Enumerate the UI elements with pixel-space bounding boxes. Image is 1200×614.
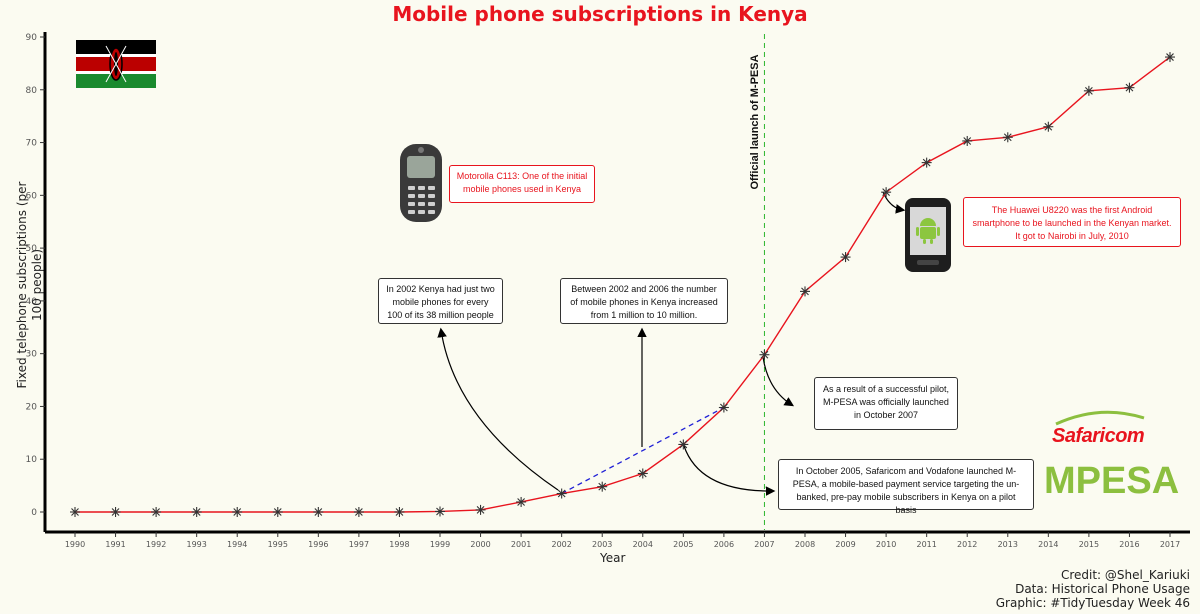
data-point [921,157,932,168]
safaricom-swoosh-icon [1055,410,1145,426]
x-tick-label: 1999 [430,540,450,549]
data-point [556,488,567,499]
data-point [1124,82,1135,93]
x-tick-label: 1998 [389,540,409,549]
data-point [800,286,810,297]
motorola-phone-icon [400,144,442,222]
credit-data-source: Data: Historical Phone Usage [1015,582,1190,596]
kenya-flag-icon [76,40,156,88]
x-axis-label: Year [600,551,626,565]
axes: 0 10 20 30 40 50 60 70 80 90 1990 1991 1992 1993 1994 1… [26,32,1190,549]
data-point [1002,132,1013,143]
data-point [1165,52,1175,63]
data-point [840,252,851,263]
x-tick-label: 1990 [65,540,85,549]
y-tick-label: 0 [31,508,37,518]
x-tick-label: 2015 [1079,540,1099,549]
x-tick-label: 2013 [998,540,1018,549]
y-tick-label: 90 [26,33,38,43]
data-point [597,481,608,492]
data-point [718,402,729,413]
y-tick-label: 10 [26,455,38,465]
y-tick-label: 40 [26,297,38,307]
x-tick-label: 2008 [795,540,815,549]
chart-title: Mobile phone subscriptions in Kenya [392,2,808,26]
data-point [759,349,770,360]
data-point [313,507,324,517]
x-tick-label: 2006 [714,540,734,549]
y-axis-label: Fixed telephone subscriptions (per 100 p… [15,181,44,389]
data-point [70,507,80,517]
safaricom-logo: Safaricom [1052,425,1145,447]
x-tick-label: 2002 [551,540,571,549]
mpesa-logo: MPESA [1044,460,1180,502]
x-tick-label: 2005 [673,540,693,549]
y-tick-label: 30 [26,350,38,360]
annotation-safaricom-vodafone: In October 2005, Safaricom and Vodafone … [778,459,1034,515]
annotation-2002-2006: Between 2002 and 2006 the number of mobi… [560,278,728,324]
y-tick-label: 80 [26,86,38,96]
x-tick-label: 1996 [308,540,328,549]
series-line [75,56,1171,513]
arrow-2002 [437,327,559,491]
data-point [232,507,243,517]
series [70,52,1175,517]
x-tick-label: 1993 [186,540,206,549]
annotation-mpesa-pilot: As a result of a successful pilot, M-PES… [814,377,958,430]
y-tick-label: 50 [26,244,38,254]
arrow-mpesa-pilot [762,356,795,407]
data-point [353,507,364,517]
x-tick-label: 1992 [146,540,166,549]
android-phone-icon [905,198,951,272]
x-tick-label: 2000 [470,540,490,549]
x-tick-label: 2012 [957,540,977,549]
data-point [191,507,202,517]
data-point [1043,121,1054,132]
data-point [637,468,648,479]
annotation-huawei: The Huawei U8220 was the first Android s… [963,197,1181,247]
annotation-arrows [437,191,906,496]
data-point [435,506,445,517]
x-tick-label: 2004 [633,540,653,549]
data-point [151,507,162,517]
data-point [962,135,973,146]
x-tick-label: 1995 [268,540,288,549]
arrow-safaricom-vodafone [683,445,776,496]
annotation-2002: In 2002 Kenya had just two mobile phones… [378,278,503,324]
y-tick-label: 20 [26,402,38,412]
data-point [678,439,689,450]
credit-graphic: Graphic: #TidyTuesday Week 46 [995,596,1190,610]
x-tick-label: 1991 [105,540,125,549]
data-point [475,504,486,515]
x-tick-label: 2001 [511,540,531,549]
x-tick-label: 2010 [876,540,896,549]
y-tick-label: 70 [26,139,38,149]
annotation-motorola: Motorolla C113: One of the initial mobil… [449,165,595,203]
data-point [1083,85,1094,96]
mpesa-launch-label: Official launch of M-PESA [749,54,761,190]
x-tick-label: 2003 [592,540,612,549]
data-point [881,187,892,198]
credits: Credit: @Shel_Kariuki Data: Historical P… [996,568,1190,610]
y-tick-label: 60 [26,191,38,201]
x-tick-label: 2009 [835,540,855,549]
growth-dashed-line [561,406,725,495]
x-tick-label: 2016 [1119,540,1139,549]
x-tick-label: 2011 [916,540,936,549]
data-point [272,507,283,517]
x-tick-label: 2007 [754,540,774,549]
data-point [110,507,121,517]
x-tick-label: 1997 [349,540,369,549]
data-point [394,507,405,517]
data-point [516,496,527,507]
x-tick-label: 1994 [227,540,247,549]
x-tick-label: 2017 [1160,540,1180,549]
credit-author: Credit: @Shel_Kariuki [1060,568,1190,582]
x-tick-label: 2014 [1038,540,1058,549]
